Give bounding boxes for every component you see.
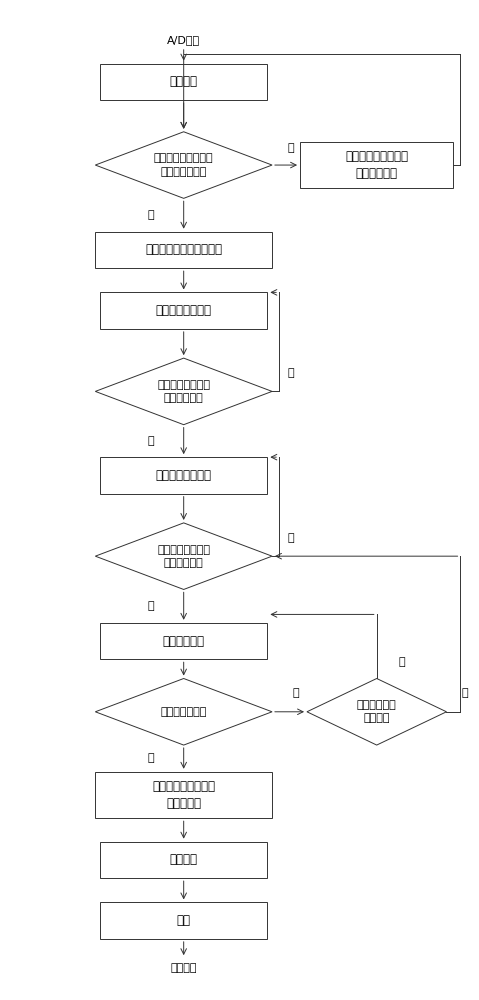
Text: 检测到帧同步字: 检测到帧同步字: [160, 707, 207, 717]
Text: 载波相位环路跟踪: 载波相位环路跟踪: [156, 469, 212, 482]
Polygon shape: [95, 678, 272, 745]
Text: 否: 否: [292, 688, 298, 698]
FancyBboxPatch shape: [100, 623, 267, 659]
FancyBboxPatch shape: [300, 142, 454, 188]
Text: 否: 否: [287, 143, 294, 153]
FancyBboxPatch shape: [100, 842, 267, 878]
Text: 伪码相位环路跟踪: 伪码相位环路跟踪: [156, 304, 212, 317]
Text: 匹配滤波: 匹配滤波: [170, 75, 198, 88]
Text: 否: 否: [287, 368, 294, 378]
Text: A/D信号: A/D信号: [167, 35, 200, 45]
FancyBboxPatch shape: [95, 232, 272, 268]
FancyBboxPatch shape: [100, 902, 267, 939]
FancyBboxPatch shape: [100, 64, 267, 100]
Text: 伪码相位、载波频偏
捕获与粗同步: 伪码相位、载波频偏 捕获与粗同步: [345, 150, 408, 180]
FancyBboxPatch shape: [100, 457, 267, 494]
Polygon shape: [95, 523, 272, 589]
Text: 是: 是: [148, 210, 154, 220]
Text: 标识信息、用户数据
解扩、解调: 标识信息、用户数据 解扩、解调: [152, 780, 215, 810]
Text: 伪码相位、载波频偏
粗估计是否完成: 伪码相位、载波频偏 粗估计是否完成: [154, 153, 214, 177]
Text: 伪码粗同步，频偏粗补偿: 伪码粗同步，频偏粗补偿: [145, 243, 222, 256]
Polygon shape: [95, 358, 272, 425]
Text: 用户数据: 用户数据: [171, 963, 197, 973]
Text: 解扰: 解扰: [177, 914, 191, 927]
Text: 否: 否: [399, 657, 406, 667]
Polygon shape: [95, 132, 272, 198]
Text: 是: 是: [462, 688, 468, 698]
Polygon shape: [307, 678, 446, 745]
Text: 否: 否: [287, 533, 294, 543]
FancyBboxPatch shape: [100, 292, 267, 329]
Text: 是: 是: [148, 753, 154, 763]
Text: 伪码相位跟踪环路
达到收敛时间: 伪码相位跟踪环路 达到收敛时间: [157, 380, 210, 403]
FancyBboxPatch shape: [95, 772, 272, 818]
Text: 信道译码: 信道译码: [170, 853, 198, 866]
Text: 超过帧同步字
检测时间: 超过帧同步字 检测时间: [357, 700, 397, 723]
Text: 帧同步字检测: 帧同步字检测: [163, 635, 205, 648]
Text: 是: 是: [148, 436, 154, 446]
Text: 是: 是: [148, 601, 154, 611]
Text: 载波相位跟踪环路
达到收敛时间: 载波相位跟踪环路 达到收敛时间: [157, 545, 210, 568]
